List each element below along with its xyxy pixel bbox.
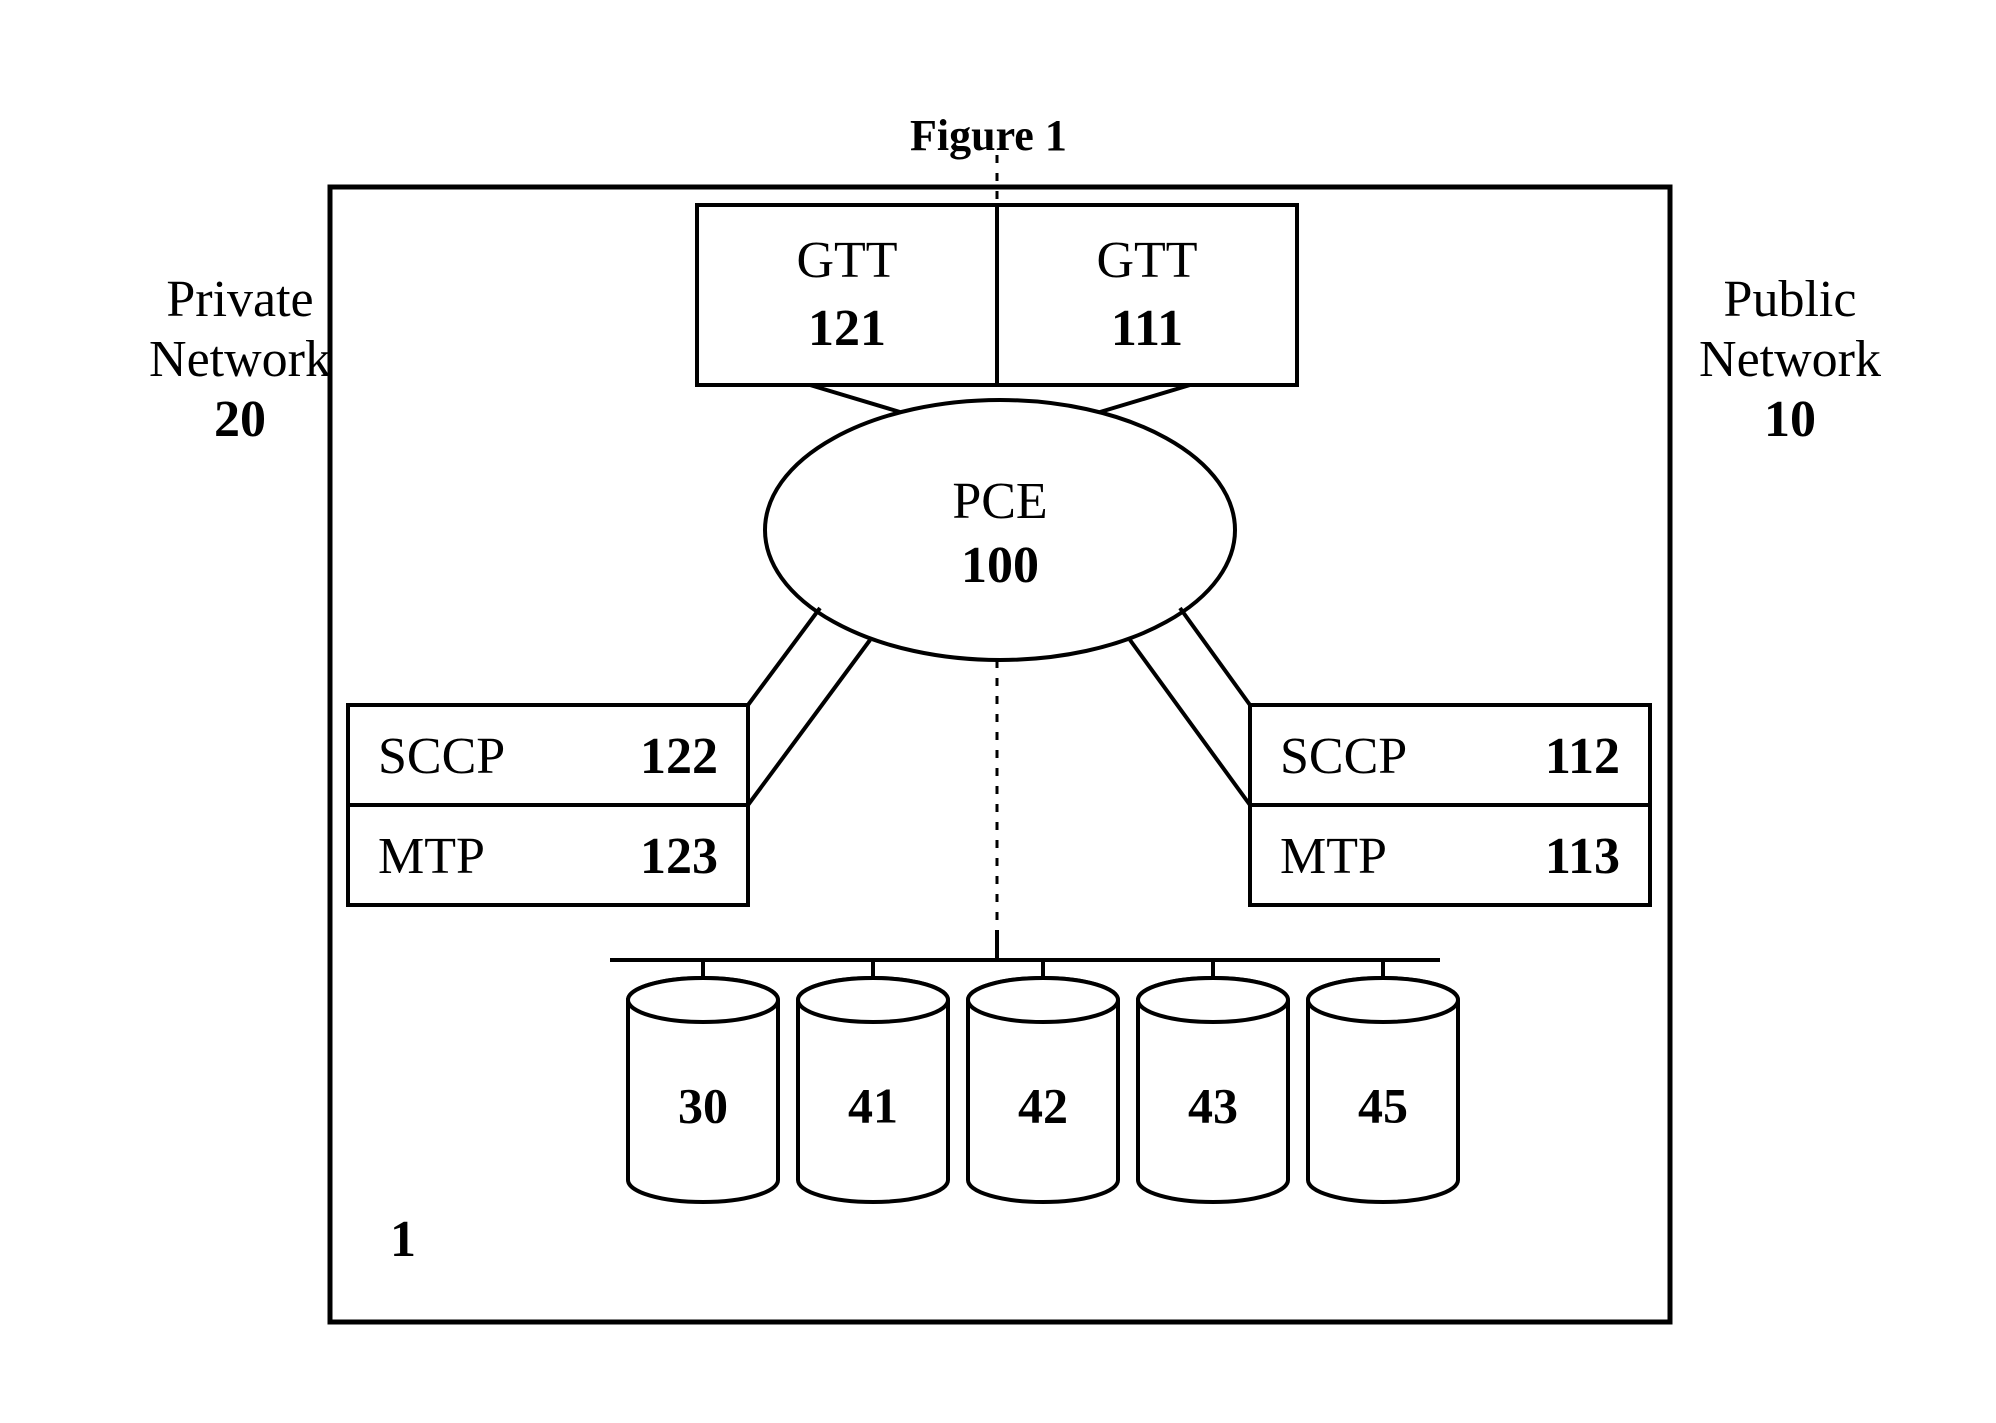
svg-text:30: 30 <box>678 1077 728 1133</box>
svg-text:GTT: GTT <box>1096 232 1197 289</box>
svg-text:121: 121 <box>808 300 886 357</box>
figure-canvas: Figure 1 Private Network 20 Public Netwo… <box>0 0 1996 1423</box>
diagram-svg: GTT 121 GTT 111 PCE 100 SCCP 122 MTP 123 SCCP 112 MT… <box>0 0 1996 1423</box>
svg-text:43: 43 <box>1188 1077 1238 1133</box>
svg-text:111: 111 <box>1111 300 1183 357</box>
connector-pce_to_gtt_left <box>810 385 900 412</box>
connector-pce_to_mtp_left <box>748 640 870 805</box>
connector-pce_to_mtp_right <box>1130 640 1250 805</box>
svg-text:45: 45 <box>1358 1077 1408 1133</box>
cylinder-lid-3 <box>1138 978 1288 1022</box>
svg-text:122: 122 <box>640 728 718 785</box>
cylinder-lid-4 <box>1308 978 1458 1022</box>
connector-pce_to_gtt_right <box>1100 385 1190 412</box>
svg-text:123: 123 <box>640 828 718 885</box>
svg-text:112: 112 <box>1545 728 1620 785</box>
svg-text:SCCP: SCCP <box>1280 728 1407 785</box>
svg-text:42: 42 <box>1018 1077 1068 1133</box>
svg-text:41: 41 <box>848 1077 898 1133</box>
svg-text:SCCP: SCCP <box>378 728 505 785</box>
connector-pce_to_sccp_left <box>748 608 820 705</box>
pce-ellipse <box>765 400 1235 660</box>
svg-text:PCE: PCE <box>952 473 1047 530</box>
svg-text:GTT: GTT <box>796 232 897 289</box>
connector-pce_to_sccp_right <box>1180 608 1250 705</box>
svg-text:MTP: MTP <box>378 828 485 885</box>
svg-text:MTP: MTP <box>1280 828 1387 885</box>
cylinder-lid-0 <box>628 978 778 1022</box>
svg-text:100: 100 <box>961 537 1039 594</box>
cylinder-lid-1 <box>798 978 948 1022</box>
svg-text:113: 113 <box>1545 828 1620 885</box>
cylinder-lid-2 <box>968 978 1118 1022</box>
